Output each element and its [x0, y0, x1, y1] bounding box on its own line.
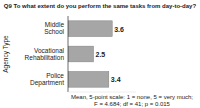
category-label-line: Middle	[45, 21, 65, 28]
category-label: MiddleSchool	[44, 21, 64, 35]
category-label-line: Police	[46, 72, 64, 79]
data-label: 2.5	[96, 51, 106, 58]
bar	[68, 71, 109, 87]
data-label: 3.4	[111, 76, 121, 83]
axis-line	[68, 16, 69, 92]
bar	[68, 46, 94, 62]
category-label-line: Rehabilitation	[25, 54, 65, 61]
category-label: VocationalRehabilitation	[25, 47, 65, 61]
data-label: 3.6	[114, 26, 124, 33]
category-label-line: School	[44, 28, 64, 35]
annotation: Mean, 5-point scale: 1 = none, 5 = very …	[71, 94, 193, 100]
annotation: F = 4.684; df = 41; p = 0.015	[94, 101, 171, 107]
chart: Q9 To what extent do you perform the sam…	[0, 0, 200, 108]
axis-title: Agency Type	[2, 35, 10, 73]
category-label: PoliceDepartment	[30, 72, 64, 87]
bar	[68, 21, 112, 37]
category-label-line: Department	[30, 79, 64, 87]
bars	[68, 21, 112, 87]
axis-range-line	[68, 92, 136, 93]
title: Q9 To what extent do you perform the sam…	[4, 3, 197, 9]
category-label-line: Vocational	[34, 47, 65, 54]
